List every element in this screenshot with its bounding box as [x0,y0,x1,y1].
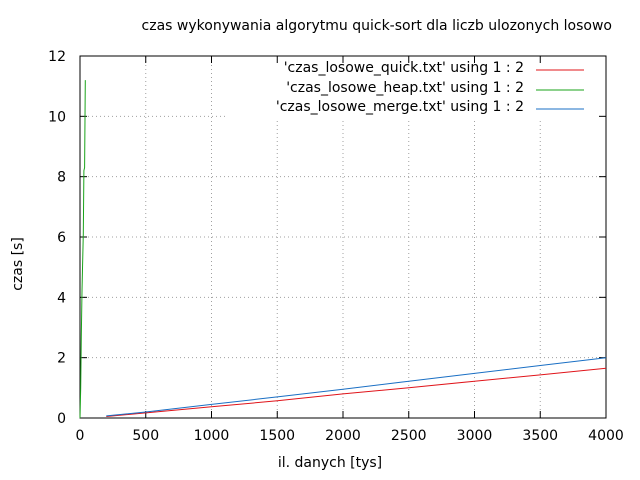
series-line-quick [106,367,607,417]
x-tick-label: 1500 [259,428,295,444]
x-axis-label: il. danych [tys] [277,455,383,471]
x-tick-label: 1000 [194,428,230,444]
y-axis-label: czas [s] [10,237,26,291]
x-tick-label: 3500 [522,428,558,444]
legend-label-quick: 'czas_losowe_quick.txt' using 1 : 2 [283,60,524,76]
x-tick-label: 0 [76,428,85,444]
y-tick-label: 10 [48,109,66,125]
x-tick-label: 2000 [325,428,361,444]
y-tick-label: 4 [57,290,66,306]
y-tick-label: 0 [57,411,66,427]
series-line-heap [79,80,86,419]
y-tick-label: 12 [48,49,66,65]
chart-title: czas wykonywania algorytmu quick-sort dl… [141,18,612,34]
y-tick-label: 2 [57,351,66,367]
y-tick-label: 6 [57,230,66,246]
y-tick-label: 8 [57,170,66,186]
legend-label-heap: 'czas_losowe_heap.txt' using 1 : 2 [286,80,524,96]
x-tick-label: 500 [132,428,159,444]
x-tick-label: 2500 [391,428,427,444]
x-tick-label: 4000 [588,428,624,444]
legend-label-merge: 'czas_losowe_merge.txt' using 1 : 2 [275,99,524,115]
x-tick-label: 3000 [457,428,493,444]
series-line-merge [106,357,607,417]
